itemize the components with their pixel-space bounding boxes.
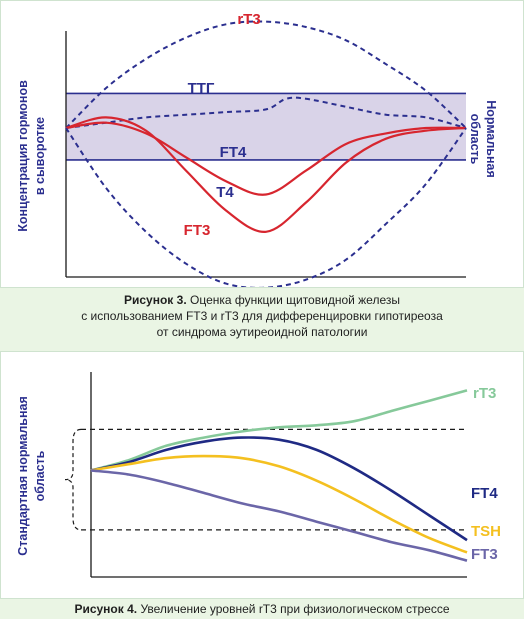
figure4-ylabel-line1: Стандартная нормальная [16, 396, 30, 556]
figure3-caption-line1: Оценка функции щитовидной железы [190, 293, 400, 307]
series-line-rt3 [65, 20, 467, 129]
series-label-rt3: rT3 [237, 11, 260, 28]
series-line-rt3 [90, 389, 468, 472]
figure3-ylabel-line2: в сыворотке [33, 117, 47, 195]
series-label-t4: T4 [216, 184, 234, 201]
figure3-caption: Рисунок 3. Оценка функции щитовидной жел… [0, 288, 524, 351]
figure3-caption-line3: от синдрома эутиреоидной патологии [156, 325, 368, 339]
figure3-caption-label: Рисунок 3. [124, 293, 187, 307]
series-label-ft3: FT3 [471, 546, 498, 563]
figure4-normal-range-brace [64, 428, 82, 531]
figure4-caption-label: Рисунок 4. [74, 602, 138, 616]
series-line-ттг [65, 96, 467, 130]
figure3-chart: rT3 ТТГ FT4 T4 FT3 Концентрация гормонов в с… [16, 11, 498, 289]
series-line-ft4 [90, 436, 468, 542]
figure3-ylabel-line1: Концентрация гормонов [16, 80, 30, 232]
series-label-ft4: FT4 [220, 144, 247, 161]
figure4-caption-text: Увеличение уровней rT3 при физиологическ… [140, 602, 450, 616]
series-label-tsh: TSH [471, 523, 501, 540]
figure3-right-label-line1: Нормальная [484, 100, 498, 178]
series-line-ft4 [65, 121, 467, 196]
series-line-tsh [90, 454, 468, 554]
figure3-caption-line2: с использованием FT3 и rT3 для дифференц… [81, 309, 443, 323]
figure3-right-label-line2: область [468, 114, 482, 165]
figure3-panel: rT3 ТТГ FT4 T4 FT3 Концентрация гормонов в с… [0, 0, 524, 289]
figure4-chart: rT3 FT4 TSH FT3 Стандартная нормальная обла… [16, 372, 501, 578]
figure4-ylabel-line2: область [33, 450, 47, 501]
figure4-panel: rT3 FT4 TSH FT3 Стандартная нормальная обла… [0, 351, 524, 599]
series-label-ттг: ТТГ [188, 80, 215, 97]
normal-band [66, 93, 466, 160]
series-label-rt3: rT3 [473, 385, 496, 402]
series-line-lower-envelope [65, 127, 467, 289]
series-label-ft3: FT3 [184, 222, 211, 239]
figure4-caption: Рисунок 4. Увеличение уровней rT3 при фи… [0, 599, 524, 619]
series-label-ft4: FT4 [471, 485, 498, 502]
series-line-ft3 [90, 469, 468, 562]
series-line-ft3 [65, 116, 467, 233]
